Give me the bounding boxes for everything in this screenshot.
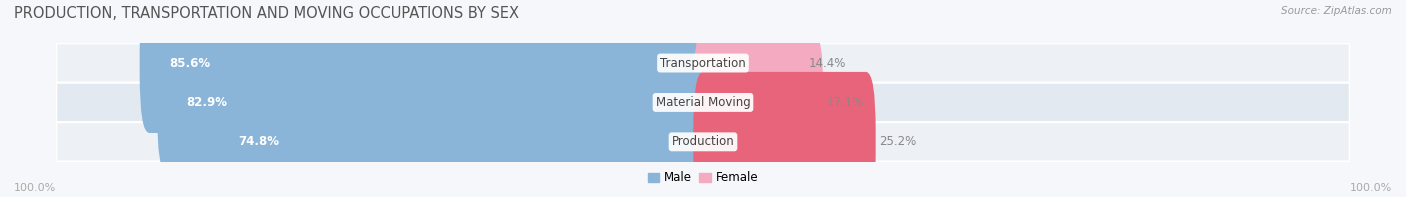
Text: 100.0%: 100.0% <box>14 183 56 193</box>
FancyBboxPatch shape <box>56 43 1350 83</box>
Text: 14.4%: 14.4% <box>808 57 846 70</box>
FancyBboxPatch shape <box>693 0 806 133</box>
Text: 82.9%: 82.9% <box>186 96 228 109</box>
Text: PRODUCTION, TRANSPORTATION AND MOVING OCCUPATIONS BY SEX: PRODUCTION, TRANSPORTATION AND MOVING OC… <box>14 6 519 21</box>
Legend: Male, Female: Male, Female <box>643 167 763 189</box>
FancyBboxPatch shape <box>56 83 1350 122</box>
Text: Source: ZipAtlas.com: Source: ZipAtlas.com <box>1281 6 1392 16</box>
FancyBboxPatch shape <box>693 33 824 172</box>
FancyBboxPatch shape <box>56 122 1350 162</box>
Text: 25.2%: 25.2% <box>879 135 917 148</box>
Text: Production: Production <box>672 135 734 148</box>
FancyBboxPatch shape <box>693 72 876 197</box>
Text: Material Moving: Material Moving <box>655 96 751 109</box>
Text: 74.8%: 74.8% <box>239 135 280 148</box>
Text: 100.0%: 100.0% <box>1350 183 1392 193</box>
Text: 85.6%: 85.6% <box>169 57 209 70</box>
FancyBboxPatch shape <box>157 33 713 172</box>
Text: Transportation: Transportation <box>661 57 745 70</box>
FancyBboxPatch shape <box>209 72 713 197</box>
FancyBboxPatch shape <box>139 0 713 133</box>
Text: 17.1%: 17.1% <box>827 96 863 109</box>
